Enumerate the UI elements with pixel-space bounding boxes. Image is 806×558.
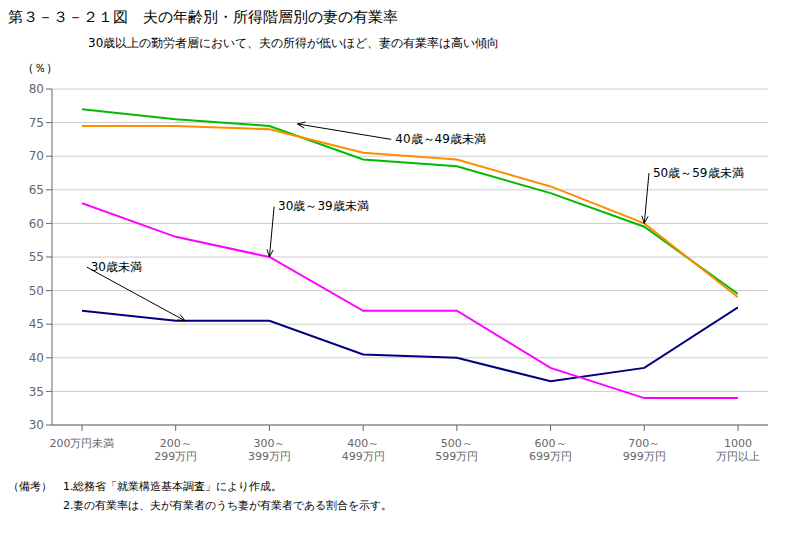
svg-text:300～399万円: 300～399万円 [248,437,291,463]
svg-text:45: 45 [29,317,44,331]
html-text:30歳以上の勤労者層において、夫の所得が低いほど、妻の有業率: 30歳以上の勤労者層において、夫の所得が低いほど、妻の有業率は高い傾向 [88,36,500,50]
html-text:第３－３－２１図 夫の年齢別・所得階層別の妻の有業率: 第３－３－２１図 夫の年齢別・所得階層別の妻の有業率 [8,8,398,26]
svg-text:60: 60 [29,217,44,231]
svg-text:50: 50 [29,284,44,298]
svg-text:600～699万円: 600～699万円 [529,437,572,463]
svg-text:35: 35 [29,385,44,399]
svg-text:30歳～39歳未満: 30歳～39歳未満 [278,199,369,213]
svg-text:65: 65 [29,183,44,197]
svg-text:400～499万円: 400～499万円 [342,437,385,463]
svg-text:40歳～49歳未満: 40歳～49歳未満 [395,132,486,146]
svg-text:200～299万円: 200～299万円 [154,437,197,463]
svg-text:1000万円以上: 1000万円以上 [716,437,760,463]
svg-text:30歳未満: 30歳未満 [91,260,142,274]
svg-text:700～999万円: 700～999万円 [623,437,666,463]
html-text:（備考） 1.総務省「就業構造基本調査」により作成。: （備考） 1.総務省「就業構造基本調査」により作成。 [8,480,283,493]
svg-text:55: 55 [29,250,44,264]
svg-text:40: 40 [29,351,44,365]
svg-text:500～599万円: 500～599万円 [435,437,478,463]
svg-text:70: 70 [29,149,44,163]
svg-text:30: 30 [29,418,44,432]
svg-text:200万円未満: 200万円未満 [50,437,115,450]
html-text:2.妻の有業率は、夫が有業者のうち妻が有業者である割合を示す: 2.妻の有業率は、夫が有業者のうち妻が有業者である割合を示す。 [8,499,393,512]
svg-text:75: 75 [29,116,44,130]
svg-text:80: 80 [29,82,44,96]
svg-text:50歳～59歳未満: 50歳～59歳未満 [653,166,744,180]
